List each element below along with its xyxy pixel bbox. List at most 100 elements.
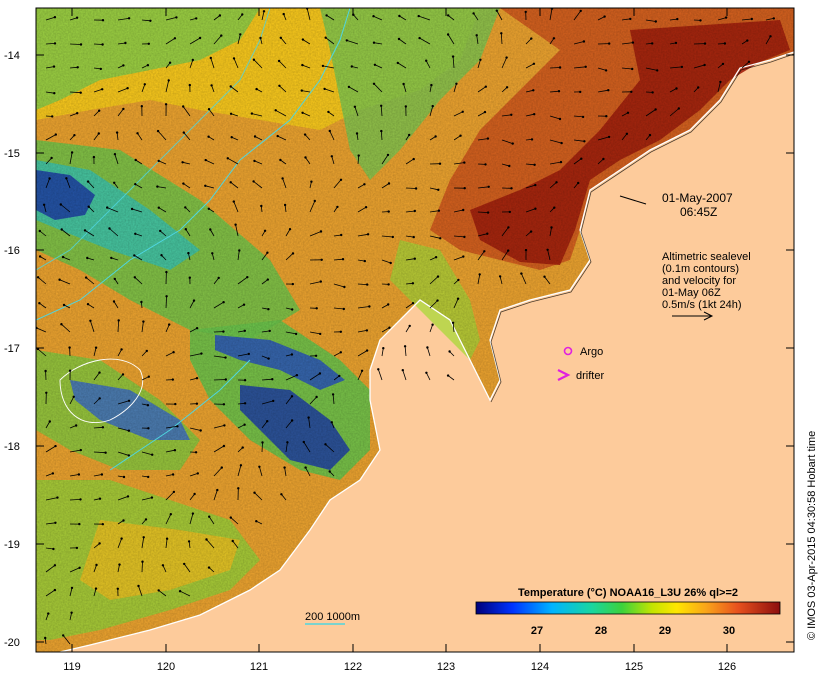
velocity-arrow-head bbox=[434, 256, 438, 259]
velocity-arrow-head bbox=[461, 110, 464, 114]
velocity-arrow bbox=[230, 86, 239, 93]
velocity-arrow-head bbox=[110, 256, 113, 260]
velocity-arrow-head bbox=[261, 441, 264, 444]
velocity-arrow-head bbox=[207, 566, 211, 569]
velocity-arrow-head bbox=[230, 136, 233, 139]
velocity-arrow bbox=[117, 496, 129, 501]
velocity-arrow bbox=[135, 183, 143, 189]
velocity-arrow-head bbox=[172, 490, 176, 494]
velocity-arrow-head bbox=[258, 465, 261, 468]
velocity-arrow-head bbox=[372, 41, 376, 44]
velocity-arrow-head bbox=[584, 65, 587, 69]
lon-tick-label: 124 bbox=[531, 661, 549, 673]
velocity-arrow-head bbox=[267, 357, 270, 360]
lon-tick-label: 125 bbox=[625, 661, 643, 673]
velocity-arrow-head bbox=[463, 187, 466, 190]
velocity-arrow-head bbox=[387, 182, 391, 185]
velocity-arrow-head bbox=[372, 82, 376, 86]
velocity-arrow bbox=[261, 252, 268, 261]
velocity-arrow-head bbox=[65, 177, 68, 180]
velocity-arrow-head bbox=[413, 257, 416, 260]
velocity-arrow-head bbox=[607, 135, 611, 139]
velocity-arrow-head bbox=[150, 496, 154, 499]
timestamp: 01-May-2007 06:45Z bbox=[619, 191, 733, 219]
velocity-arrow bbox=[453, 235, 465, 238]
velocity-arrow bbox=[259, 466, 263, 477]
velocity-arrow-head bbox=[175, 16, 178, 19]
velocity-arrow bbox=[45, 16, 56, 21]
velocity-arrow bbox=[230, 181, 239, 189]
velocity-arrow bbox=[333, 234, 342, 237]
velocity-arrow bbox=[419, 37, 431, 45]
velocity-arrow-head bbox=[438, 162, 442, 165]
drifter-label: drifter bbox=[576, 370, 604, 382]
velocity-arrow bbox=[107, 207, 119, 213]
velocity-arrow-head bbox=[323, 87, 326, 91]
velocity-arrow-head bbox=[530, 138, 534, 141]
lon-tick-label: 119 bbox=[63, 661, 81, 673]
velocity-arrow-head bbox=[134, 232, 137, 235]
velocity-arrow-head bbox=[425, 371, 428, 374]
velocity-arrow-head bbox=[350, 65, 353, 68]
velocity-arrow bbox=[549, 90, 560, 93]
velocity-arrow bbox=[254, 492, 263, 501]
velocity-arrow-head bbox=[223, 424, 226, 427]
velocity-arrow-head bbox=[408, 133, 411, 137]
lon-tick-label: 123 bbox=[437, 661, 455, 673]
velocity-arrow-head bbox=[532, 89, 535, 92]
velocity-arrow-head bbox=[557, 90, 561, 93]
velocity-arrow-head bbox=[100, 473, 104, 476]
velocity-arrow-head bbox=[307, 416, 310, 419]
velocity-arrow-head bbox=[70, 151, 74, 154]
velocity-arrow bbox=[275, 109, 287, 117]
noise-overlay bbox=[36, 8, 794, 652]
velocity-arrow bbox=[325, 37, 335, 45]
lon-axis: 119 120 121 122 123 124 125 126 bbox=[63, 8, 736, 673]
velocity-arrow bbox=[213, 301, 224, 309]
velocity-arrow-head bbox=[229, 516, 232, 519]
velocity-arrow bbox=[141, 84, 146, 93]
velocity-arrow-head bbox=[654, 20, 657, 23]
velocity-arrow-head bbox=[187, 251, 190, 255]
velocity-arrow-head bbox=[387, 210, 390, 213]
velocity-arrow-head bbox=[48, 177, 51, 180]
sst-field bbox=[36, 8, 794, 652]
velocity-arrow-head bbox=[313, 199, 316, 203]
velocity-arrow-head bbox=[484, 163, 487, 166]
velocity-arrow bbox=[477, 138, 488, 141]
velocity-arrow-head bbox=[486, 137, 490, 140]
velocity-arrow bbox=[669, 66, 682, 69]
velocity-arrow-head bbox=[243, 379, 247, 382]
velocity-arrow bbox=[357, 206, 367, 213]
velocity-arrow-head bbox=[719, 80, 722, 84]
velocity-arrow bbox=[45, 445, 56, 453]
velocity-arrow-head bbox=[281, 177, 284, 180]
velocity-arrow-head bbox=[277, 59, 281, 63]
velocity-arrow bbox=[309, 231, 322, 237]
velocity-arrow bbox=[597, 89, 609, 93]
velocity-arrow-head bbox=[73, 134, 76, 137]
velocity-arrow bbox=[453, 209, 464, 213]
velocity-arrow bbox=[233, 58, 239, 69]
velocity-arrow bbox=[261, 400, 274, 405]
velocity-arrow-head bbox=[505, 86, 509, 89]
velocity-arrow-head bbox=[699, 19, 702, 22]
velocity-arrow-head bbox=[79, 43, 83, 46]
velocity-arrow-head bbox=[222, 403, 226, 406]
velocity-arrow bbox=[326, 15, 335, 21]
velocity-arrow bbox=[717, 17, 727, 21]
velocity-arrow bbox=[549, 139, 562, 144]
velocity-arrow bbox=[278, 60, 287, 69]
velocity-arrow-head bbox=[608, 42, 611, 45]
velocity-arrow-head bbox=[224, 378, 227, 381]
velocity-arrow bbox=[425, 60, 431, 69]
velocity-arrow bbox=[69, 499, 81, 501]
velocity-arrow-head bbox=[108, 227, 111, 230]
velocity-arrow bbox=[404, 346, 407, 357]
isobath-1000m bbox=[36, 8, 271, 271]
velocity-arrow bbox=[131, 208, 143, 213]
velocity-arrow-head bbox=[533, 163, 536, 166]
velocity-arrow bbox=[109, 228, 119, 237]
velocity-arrow-head bbox=[144, 518, 148, 521]
velocity-arrow bbox=[117, 349, 122, 357]
